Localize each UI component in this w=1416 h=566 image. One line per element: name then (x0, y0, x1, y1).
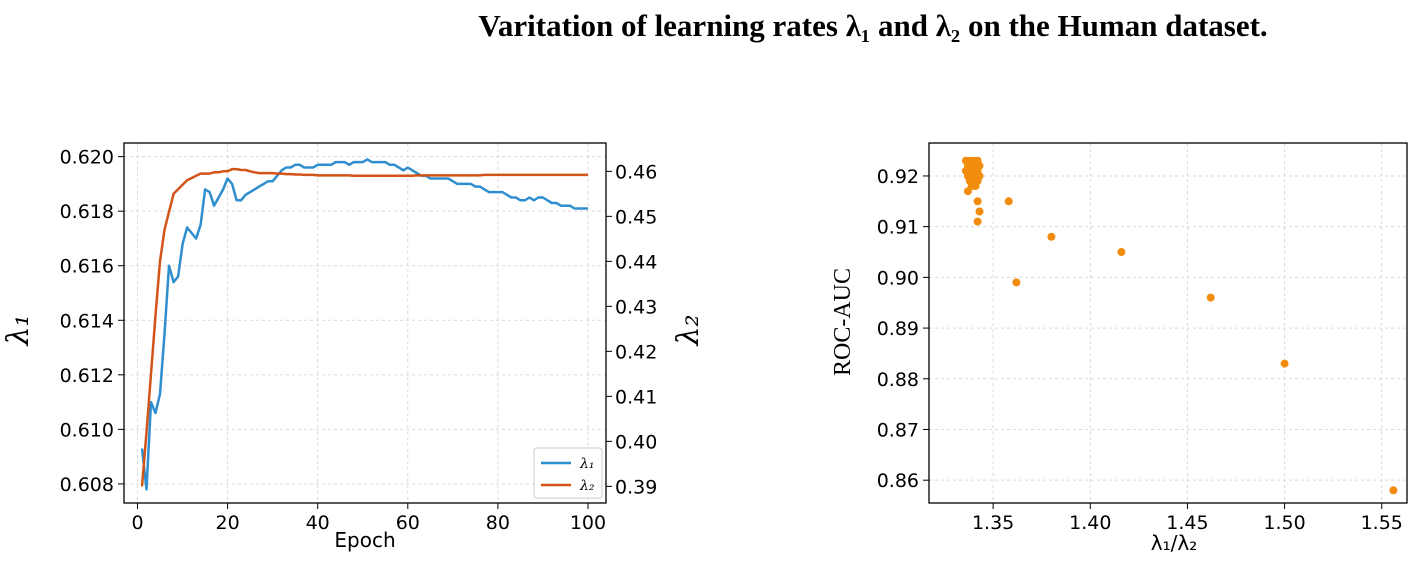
x-tick-label: 0 (131, 512, 143, 534)
scatter-chart-grid (929, 143, 1407, 503)
y2-tick-label: 0.40 (615, 431, 657, 453)
y-tick-label: 0.610 (60, 419, 114, 441)
y-tick-label: 0.608 (60, 474, 114, 496)
scatter-point (963, 187, 972, 196)
scatter-point (1280, 359, 1289, 368)
line-chart-x-ticks: 0 20 40 60 80 100 (131, 503, 606, 534)
line-chart-series (140, 158, 588, 491)
y-tick-label: 0.91 (877, 217, 919, 239)
x-tick-label: 40 (306, 512, 330, 534)
line-chart-y2-ticks: 0.39 0.40 0.41 0.42 0.43 0.44 0.45 0.46 (606, 161, 657, 498)
figure-title: Varitation of learning rates λ₁ and λ₂ o… (0, 8, 1416, 44)
line-chart-grid (124, 143, 606, 503)
scatter-point (1012, 278, 1021, 287)
y-tick-label: 0.88 (877, 369, 919, 391)
y-tick-label: 0.612 (60, 365, 114, 387)
line-chart-y2-label: λ₂ (671, 314, 706, 346)
y-tick-label: 0.616 (60, 256, 114, 278)
scatter-point (975, 207, 984, 216)
y-tick-label: 0.614 (60, 310, 114, 332)
y2-tick-label: 0.43 (615, 296, 657, 318)
scatter-chart-y-ticks: 0.86 0.87 0.88 0.89 0.90 0.91 0.92 (877, 166, 929, 492)
scatter-point (1206, 293, 1215, 302)
scatter-chart-x-label: λ₁/λ₂ (1151, 531, 1197, 555)
scatter-point (973, 217, 982, 226)
figure-title-text: Varitation of learning rates λ₁ and λ₂ o… (478, 8, 1268, 43)
line-chart-y-ticks: 0.608 0.610 0.612 0.614 0.616 0.618 0.620 (60, 147, 124, 496)
x-tick-label: 60 (396, 512, 420, 534)
y-tick-label: 0.92 (877, 166, 919, 188)
y2-tick-label: 0.42 (615, 341, 657, 363)
x-tick-label: 20 (216, 512, 240, 534)
series-line-lambda2 (140, 167, 588, 487)
scatter-chart-y-label: ROC-AUC (830, 268, 856, 376)
x-tick-label: 1.35 (972, 512, 1014, 534)
x-tick-label: 80 (486, 512, 510, 534)
line-chart: 0 20 40 60 80 100 0.6080.6100.6120.6140.6160.… (1, 142, 706, 552)
scatter-point (973, 197, 982, 206)
scatter-point (1117, 248, 1126, 256)
x-tick-label: 1.55 (1361, 512, 1403, 534)
series-line-lambda1 (140, 158, 588, 491)
y-tick-label: 0.87 (877, 419, 919, 441)
y2-tick-label: 0.44 (615, 251, 657, 273)
line-chart-y-label: λ₁ (1, 314, 36, 346)
scatter-point (1389, 486, 1398, 495)
scatter-chart-frame (928, 142, 1408, 504)
y2-tick-label: 0.41 (615, 386, 657, 408)
scatter-point (971, 182, 980, 191)
y-tick-label: 0.89 (877, 318, 919, 340)
legend-label-lambda1: λ₁ (579, 456, 595, 472)
line-chart-frame (123, 142, 607, 504)
x-tick-label: 1.50 (1263, 512, 1305, 534)
line-chart-legend: λ₁ λ₂ (533, 447, 603, 499)
y2-tick-label: 0.46 (615, 161, 657, 183)
y-tick-label: 0.618 (60, 201, 114, 223)
y2-tick-label: 0.45 (615, 206, 657, 228)
y-tick-label: 0.86 (877, 470, 919, 492)
x-tick-label: 100 (570, 512, 606, 534)
scatter-point (1004, 197, 1013, 206)
scatter-chart-x-ticks: 1.35 1.40 1.45 1.50 1.55 (972, 503, 1403, 534)
scatter-chart-points (961, 156, 1398, 495)
y2-tick-label: 0.39 (615, 476, 657, 498)
scatter-point (1047, 232, 1056, 241)
x-tick-label: 1.40 (1069, 512, 1111, 534)
legend-label-lambda2: λ₂ (579, 478, 595, 494)
y-tick-label: 0.90 (877, 267, 919, 289)
y-tick-label: 0.620 (60, 147, 114, 169)
line-chart-x-label: Epoch (334, 528, 395, 552)
x-tick-label: 1.45 (1166, 512, 1208, 534)
scatter-chart: 1.35 1.40 1.45 1.50 1.55 0.86 0.87 0.88 0.89 0.9… (830, 142, 1408, 555)
